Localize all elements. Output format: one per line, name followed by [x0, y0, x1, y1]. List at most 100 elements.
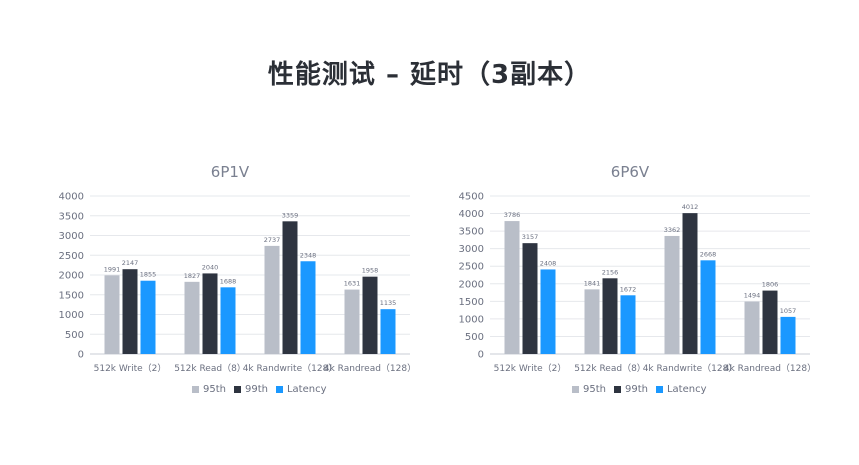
bar-95th: [664, 235, 680, 354]
legend-6p6v: 95th 99th Latency: [572, 384, 707, 395]
y-tick-label: 0: [78, 350, 84, 361]
bar-95th: [744, 301, 760, 354]
legend-item-95th: 95th: [572, 384, 606, 395]
bar-95th: [344, 289, 360, 354]
bar-latency: [220, 287, 236, 354]
bar-99th: [762, 290, 778, 354]
data-label: 2408: [540, 259, 557, 267]
bar-latency: [380, 309, 396, 354]
data-label: 1135: [380, 299, 397, 307]
y-tick-label: 500: [465, 332, 484, 343]
legend-label: 99th: [244, 384, 268, 395]
data-label: 1827: [184, 272, 201, 280]
y-tick-label: 2000: [59, 271, 84, 282]
y-tick-label: 4000: [459, 209, 484, 220]
data-label: 2147: [122, 259, 139, 267]
bar-latency: [620, 295, 636, 354]
legend-item-99th: 99th: [613, 384, 648, 395]
legend-swatch: [233, 386, 241, 393]
x-tick-label: 4k Randwrite（128）: [643, 363, 738, 374]
data-label: 2040: [202, 263, 219, 271]
bar-95th: [584, 289, 600, 354]
bar-latency: [540, 269, 556, 354]
data-label: 1991: [104, 265, 121, 273]
bar-95th: [504, 221, 520, 354]
data-label: 3786: [504, 211, 521, 219]
data-label: 1672: [620, 285, 637, 293]
y-tick-label: 1500: [59, 290, 84, 301]
data-label: 1841: [584, 279, 601, 287]
data-label: 3359: [282, 211, 299, 219]
bar-99th: [282, 221, 298, 354]
legend-item-95th: 95th: [192, 384, 226, 395]
data-label: 2737: [264, 236, 281, 244]
x-tick-label: 4k Randwrite（128）: [243, 363, 338, 374]
bar-latency: [300, 261, 316, 354]
legend-label: 95th: [203, 384, 226, 395]
legend-swatch: [572, 386, 579, 393]
chart-title-6p6v: 6P6V: [610, 163, 650, 181]
legend-label: 99th: [624, 384, 648, 395]
data-label: 2156: [602, 268, 619, 276]
bar-95th: [184, 281, 200, 354]
y-tick-label: 1000: [59, 310, 84, 321]
legend-swatch: [613, 386, 621, 393]
legend-swatch: [275, 386, 283, 393]
x-tick-label: 512k Write（2）: [94, 363, 167, 374]
y-tick-label: 3500: [59, 211, 84, 222]
data-label: 1958: [362, 267, 379, 275]
slide-title: 性能测试 – 延时（3副本）: [267, 60, 592, 90]
data-label: 4012: [682, 203, 699, 211]
legend-swatch: [192, 386, 199, 393]
data-label: 1057: [780, 307, 797, 315]
data-label: 1855: [140, 271, 157, 279]
data-label: 1631: [344, 280, 361, 288]
x-tick-label: 4k Randread（128）: [724, 363, 816, 374]
x-tick-label: 512k Read（8）: [574, 363, 646, 374]
bar-99th: [122, 269, 138, 354]
y-tick-label: 3000: [459, 244, 484, 255]
legend-item-latency: Latency: [655, 384, 707, 395]
bar-95th: [104, 275, 120, 354]
y-tick-label: 1000: [459, 314, 484, 325]
bar-latency: [700, 260, 716, 354]
y-tick-label: 4000: [59, 192, 84, 203]
data-label: 1494: [744, 292, 761, 300]
legend-6p1v: 95th 99th Latency: [192, 384, 327, 395]
bar-99th: [602, 278, 618, 354]
y-tick-label: 1500: [459, 297, 484, 308]
bar-99th: [682, 213, 698, 354]
data-label: 1688: [220, 277, 237, 285]
chart-6p1v: 0 500 1000 1500 2000 2500 3000 3500 4000 19912147…: [59, 192, 417, 375]
legend-item-99th: 99th: [233, 384, 268, 395]
y-tick-label: 2000: [459, 279, 484, 290]
x-tick-label: 4k Randread（128）: [324, 363, 416, 374]
data-label: 3157: [522, 233, 539, 241]
legend-label: Latency: [666, 384, 707, 395]
bar-latency: [140, 280, 156, 354]
y-tick-label: 2500: [459, 262, 484, 273]
data-label: 3362: [664, 226, 681, 234]
bar-95th: [264, 245, 280, 354]
bar-99th: [522, 243, 538, 354]
legend-label: Latency: [286, 384, 327, 395]
x-tick-label: 512k Write（2）: [494, 363, 567, 374]
y-tick-label: 3000: [59, 231, 84, 242]
x-tick-label: 512k Read（8）: [174, 363, 246, 374]
y-tick-label: 4500: [459, 192, 484, 203]
legend-item-latency: Latency: [275, 384, 327, 395]
y-tick-label: 500: [65, 330, 84, 341]
y-tick-label: 0: [478, 350, 484, 361]
chart-title-6p1v: 6P1V: [210, 163, 250, 181]
bar-latency: [780, 316, 796, 354]
legend-swatch: [655, 386, 663, 393]
y-tick-label: 2500: [59, 251, 84, 262]
chart-6p6v: 0 500 1000 1500 2000 2500 3000 3500 4000 4500 3786…: [459, 192, 817, 375]
data-label: 1806: [762, 281, 779, 289]
bar-99th: [202, 273, 218, 354]
bar-99th: [362, 276, 378, 354]
y-tick-label: 3500: [459, 227, 484, 238]
data-label: 2348: [300, 251, 317, 259]
legend-label: 95th: [583, 384, 606, 395]
data-label: 2668: [700, 250, 717, 258]
